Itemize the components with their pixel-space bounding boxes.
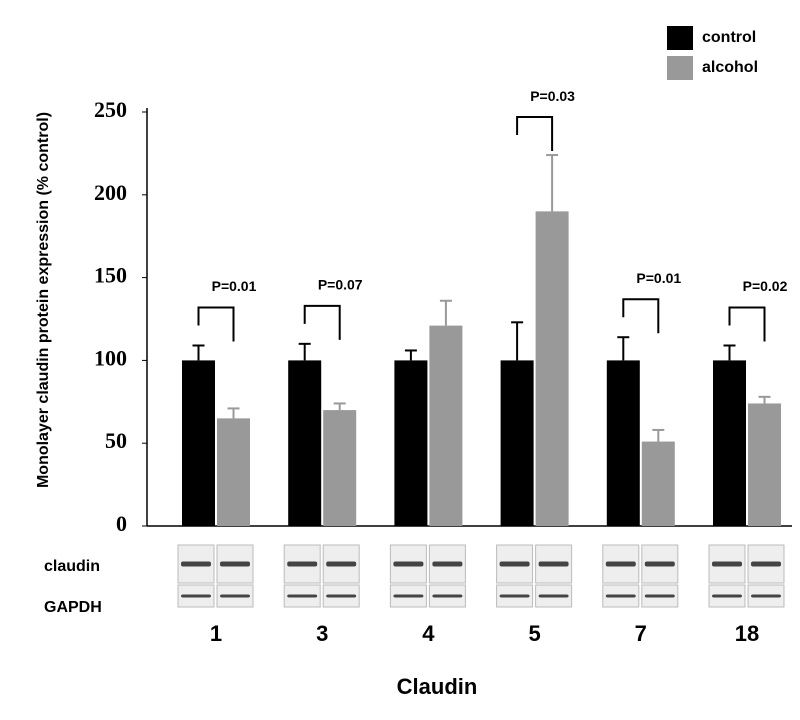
blot-label: GAPDH xyxy=(44,599,102,616)
bar xyxy=(323,410,357,526)
bar xyxy=(500,360,534,526)
bar xyxy=(394,360,428,526)
bar xyxy=(217,418,250,526)
significance-bracket xyxy=(728,306,766,342)
blot-label: claudin xyxy=(44,558,100,575)
blot-band xyxy=(287,561,318,567)
bar xyxy=(606,360,640,526)
significance-bracket xyxy=(622,298,660,334)
x-axis-label: Claudin xyxy=(397,674,478,699)
blot-band xyxy=(432,594,463,598)
p-value: P=0.03 xyxy=(530,88,575,104)
x-tick-label: 3 xyxy=(316,621,328,646)
blot-band xyxy=(181,561,211,567)
legend-label: control xyxy=(702,29,756,46)
x-tick-label: 4 xyxy=(422,621,435,646)
bar xyxy=(182,360,215,526)
bar xyxy=(748,403,781,526)
bar xyxy=(429,325,463,526)
blot-band xyxy=(393,594,424,598)
x-tick-label: 1 xyxy=(210,621,222,646)
blot-band xyxy=(644,594,675,598)
y-tick-label: 250 xyxy=(94,97,127,122)
blot-band xyxy=(499,594,530,598)
bar xyxy=(288,360,322,526)
p-value: P=0.01 xyxy=(636,270,681,286)
blot-band xyxy=(499,561,530,567)
blot-band xyxy=(220,561,250,567)
y-tick-label: 100 xyxy=(94,345,127,370)
x-tick-label: 7 xyxy=(635,621,647,646)
blot-band xyxy=(712,594,742,598)
blot-band xyxy=(326,594,357,598)
y-axis-label: Monolayer claudin protein expression (% … xyxy=(35,112,52,488)
bar xyxy=(535,211,569,527)
p-value: P=0.01 xyxy=(212,278,257,294)
x-tick-label: 18 xyxy=(735,621,759,646)
y-tick-label: 200 xyxy=(94,180,127,205)
y-tick-label: 50 xyxy=(105,428,127,453)
blot-band xyxy=(326,561,357,567)
x-tick-label: 5 xyxy=(528,621,540,646)
significance-bracket xyxy=(197,306,235,342)
significance-bracket xyxy=(516,116,554,152)
legend-label: alcohol xyxy=(702,59,758,76)
blot-band xyxy=(393,561,424,567)
blot-band xyxy=(605,594,636,598)
blot-band xyxy=(432,561,463,567)
blot-band xyxy=(644,561,675,567)
legend-swatch xyxy=(667,26,693,50)
y-tick-label: 150 xyxy=(94,263,127,288)
p-value: P=0.02 xyxy=(743,278,788,294)
blot-band xyxy=(751,594,781,598)
blot-band xyxy=(181,594,211,598)
blot-band xyxy=(287,594,318,598)
blot-band xyxy=(605,561,636,567)
significance-bracket xyxy=(303,304,341,340)
y-tick-label: 0 xyxy=(116,511,127,536)
blot-band xyxy=(220,594,250,598)
blot-band xyxy=(712,561,742,567)
blot-band xyxy=(538,561,569,567)
bar xyxy=(641,441,675,526)
bar xyxy=(713,360,746,526)
legend-swatch xyxy=(667,56,693,80)
blot-band xyxy=(751,561,781,567)
blot-band xyxy=(538,594,569,598)
p-value: P=0.07 xyxy=(318,277,363,293)
